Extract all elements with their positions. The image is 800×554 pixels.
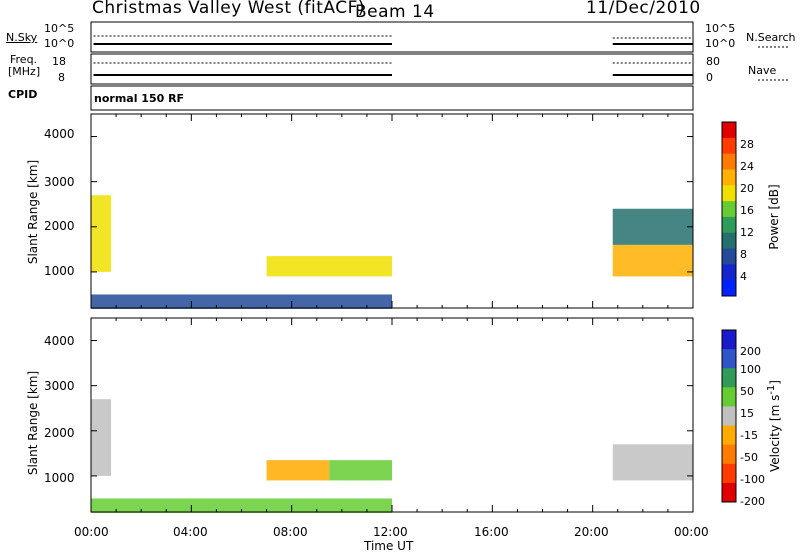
power-scale-swatch-10 [722, 280, 736, 297]
velocity-scale-label-minus100: -100 [740, 473, 765, 486]
nave-tick-high: 80 [706, 55, 720, 68]
velocity-y-tick-3000: 3000 [44, 379, 75, 393]
velocity-scale-swatch-3 [722, 387, 736, 407]
power-scale-swatch-0 [722, 122, 736, 139]
velocity-y-tick-2000: 2000 [44, 426, 75, 440]
nsky-panel-frame [90, 21, 694, 53]
power-scale-swatch-1 [722, 137, 736, 155]
x-tick-2400: 00:00 [674, 525, 709, 539]
nsky-tick-high: 10^5 [44, 22, 75, 35]
power-scale-swatch-3 [722, 169, 736, 186]
power-scale-label-24: 24 [740, 160, 754, 173]
nsearch-tick-high: 10^5 [705, 22, 736, 35]
date-label: 11/Dec/2010 [586, 0, 701, 18]
cpid-text: normal 150 RF [94, 92, 185, 105]
power-scale-swatch-8 [722, 248, 736, 265]
power-region-0 [91, 195, 112, 272]
velocity-scale-swatch-1 [722, 349, 736, 369]
velocity-scale-frame [721, 329, 737, 503]
x-axis-title: Time UT [364, 539, 414, 553]
velocity-region-2 [329, 460, 392, 481]
freq-tick-high: 18 [52, 55, 66, 68]
power-scale-swatch-9 [722, 264, 736, 281]
power-scale-label-20: 20 [740, 182, 754, 195]
velocity-scale-swatch-8 [722, 482, 736, 503]
power-region-3 [612, 244, 693, 277]
velocity-region-0 [91, 399, 112, 476]
power-region-1 [266, 256, 392, 277]
power-y-tick-1000: 1000 [44, 264, 75, 278]
chart-title: Christmas Valley West (fitACF) [92, 0, 366, 18]
freq-unit-label: [MHz] [8, 65, 41, 78]
power-frame [90, 113, 694, 309]
x-tick-0800: 08:00 [273, 525, 308, 539]
velocity-scale-swatch-5 [722, 425, 736, 446]
power-scale-label-16: 16 [740, 204, 754, 217]
power-scale-label-12: 12 [740, 226, 754, 239]
x-tick-0400: 04:00 [173, 525, 208, 539]
velocity-scale-swatch-0 [722, 330, 736, 350]
cpid-panel-frame [90, 85, 694, 111]
velocity-region-4 [612, 444, 693, 481]
nsearch-tick-low: 10^0 [705, 37, 736, 50]
x-tick-1200: 12:00 [373, 525, 408, 539]
velocity-region-1 [266, 460, 330, 481]
freq-tick-low: 8 [58, 71, 65, 84]
power-scale-swatch-6 [722, 216, 736, 234]
velocity-frame [90, 317, 694, 513]
velocity-scale-label-100: 100 [740, 363, 761, 376]
nave-tick-low: 0 [706, 71, 713, 84]
velocity-scale-swatch-4 [722, 406, 736, 427]
nsky-tick-low: 10^0 [44, 37, 75, 50]
nave-label: Nave [748, 64, 777, 77]
power-y-tick-3000: 3000 [44, 175, 75, 189]
beam-label: Beam 14 [355, 2, 435, 22]
power-region-4 [612, 208, 693, 245]
velocity-scale-label-minus50: -50 [740, 451, 758, 464]
velocity-y-tick-4000: 4000 [44, 334, 75, 348]
velocity-scale-label-15: 15 [740, 407, 754, 420]
velocity-scale-swatch-2 [722, 368, 736, 388]
velocity-scale-label-50: 50 [740, 385, 754, 398]
velocity-scale-swatch-6 [722, 444, 736, 465]
power-scale-swatch-5 [722, 201, 736, 218]
power-scale-label-4: 4 [740, 270, 747, 283]
velocity-scale-label-200: 200 [740, 345, 761, 358]
x-tick-0000: 00:00 [74, 525, 109, 539]
nsearch-label: N.Search [746, 31, 796, 44]
x-tick-2000: 20:00 [574, 525, 609, 539]
power-scale-label-28: 28 [740, 138, 754, 151]
velocity-scale-label-minus15: -15 [740, 429, 758, 442]
x-tick-1600: 16:00 [474, 525, 509, 539]
power-scale-swatch-4 [722, 185, 736, 202]
power-scale-swatch-7 [722, 232, 736, 250]
freq-label: Freq. [10, 53, 38, 66]
power-scale-label-8: 8 [740, 248, 747, 261]
velocity-scale-label-minus200: -200 [740, 495, 765, 508]
freq-panel-frame [90, 53, 694, 85]
power-scale-frame [721, 121, 737, 297]
power-scale-swatch-2 [722, 153, 736, 170]
velocity-scale-swatch-7 [722, 463, 736, 484]
nsky-label: N.Sky [6, 31, 38, 44]
power-y-tick-4000: 4000 [44, 127, 75, 141]
power-y-tick-2000: 2000 [44, 219, 75, 233]
cpid-label: CPID [8, 88, 38, 101]
velocity-y-tick-1000: 1000 [44, 471, 75, 485]
